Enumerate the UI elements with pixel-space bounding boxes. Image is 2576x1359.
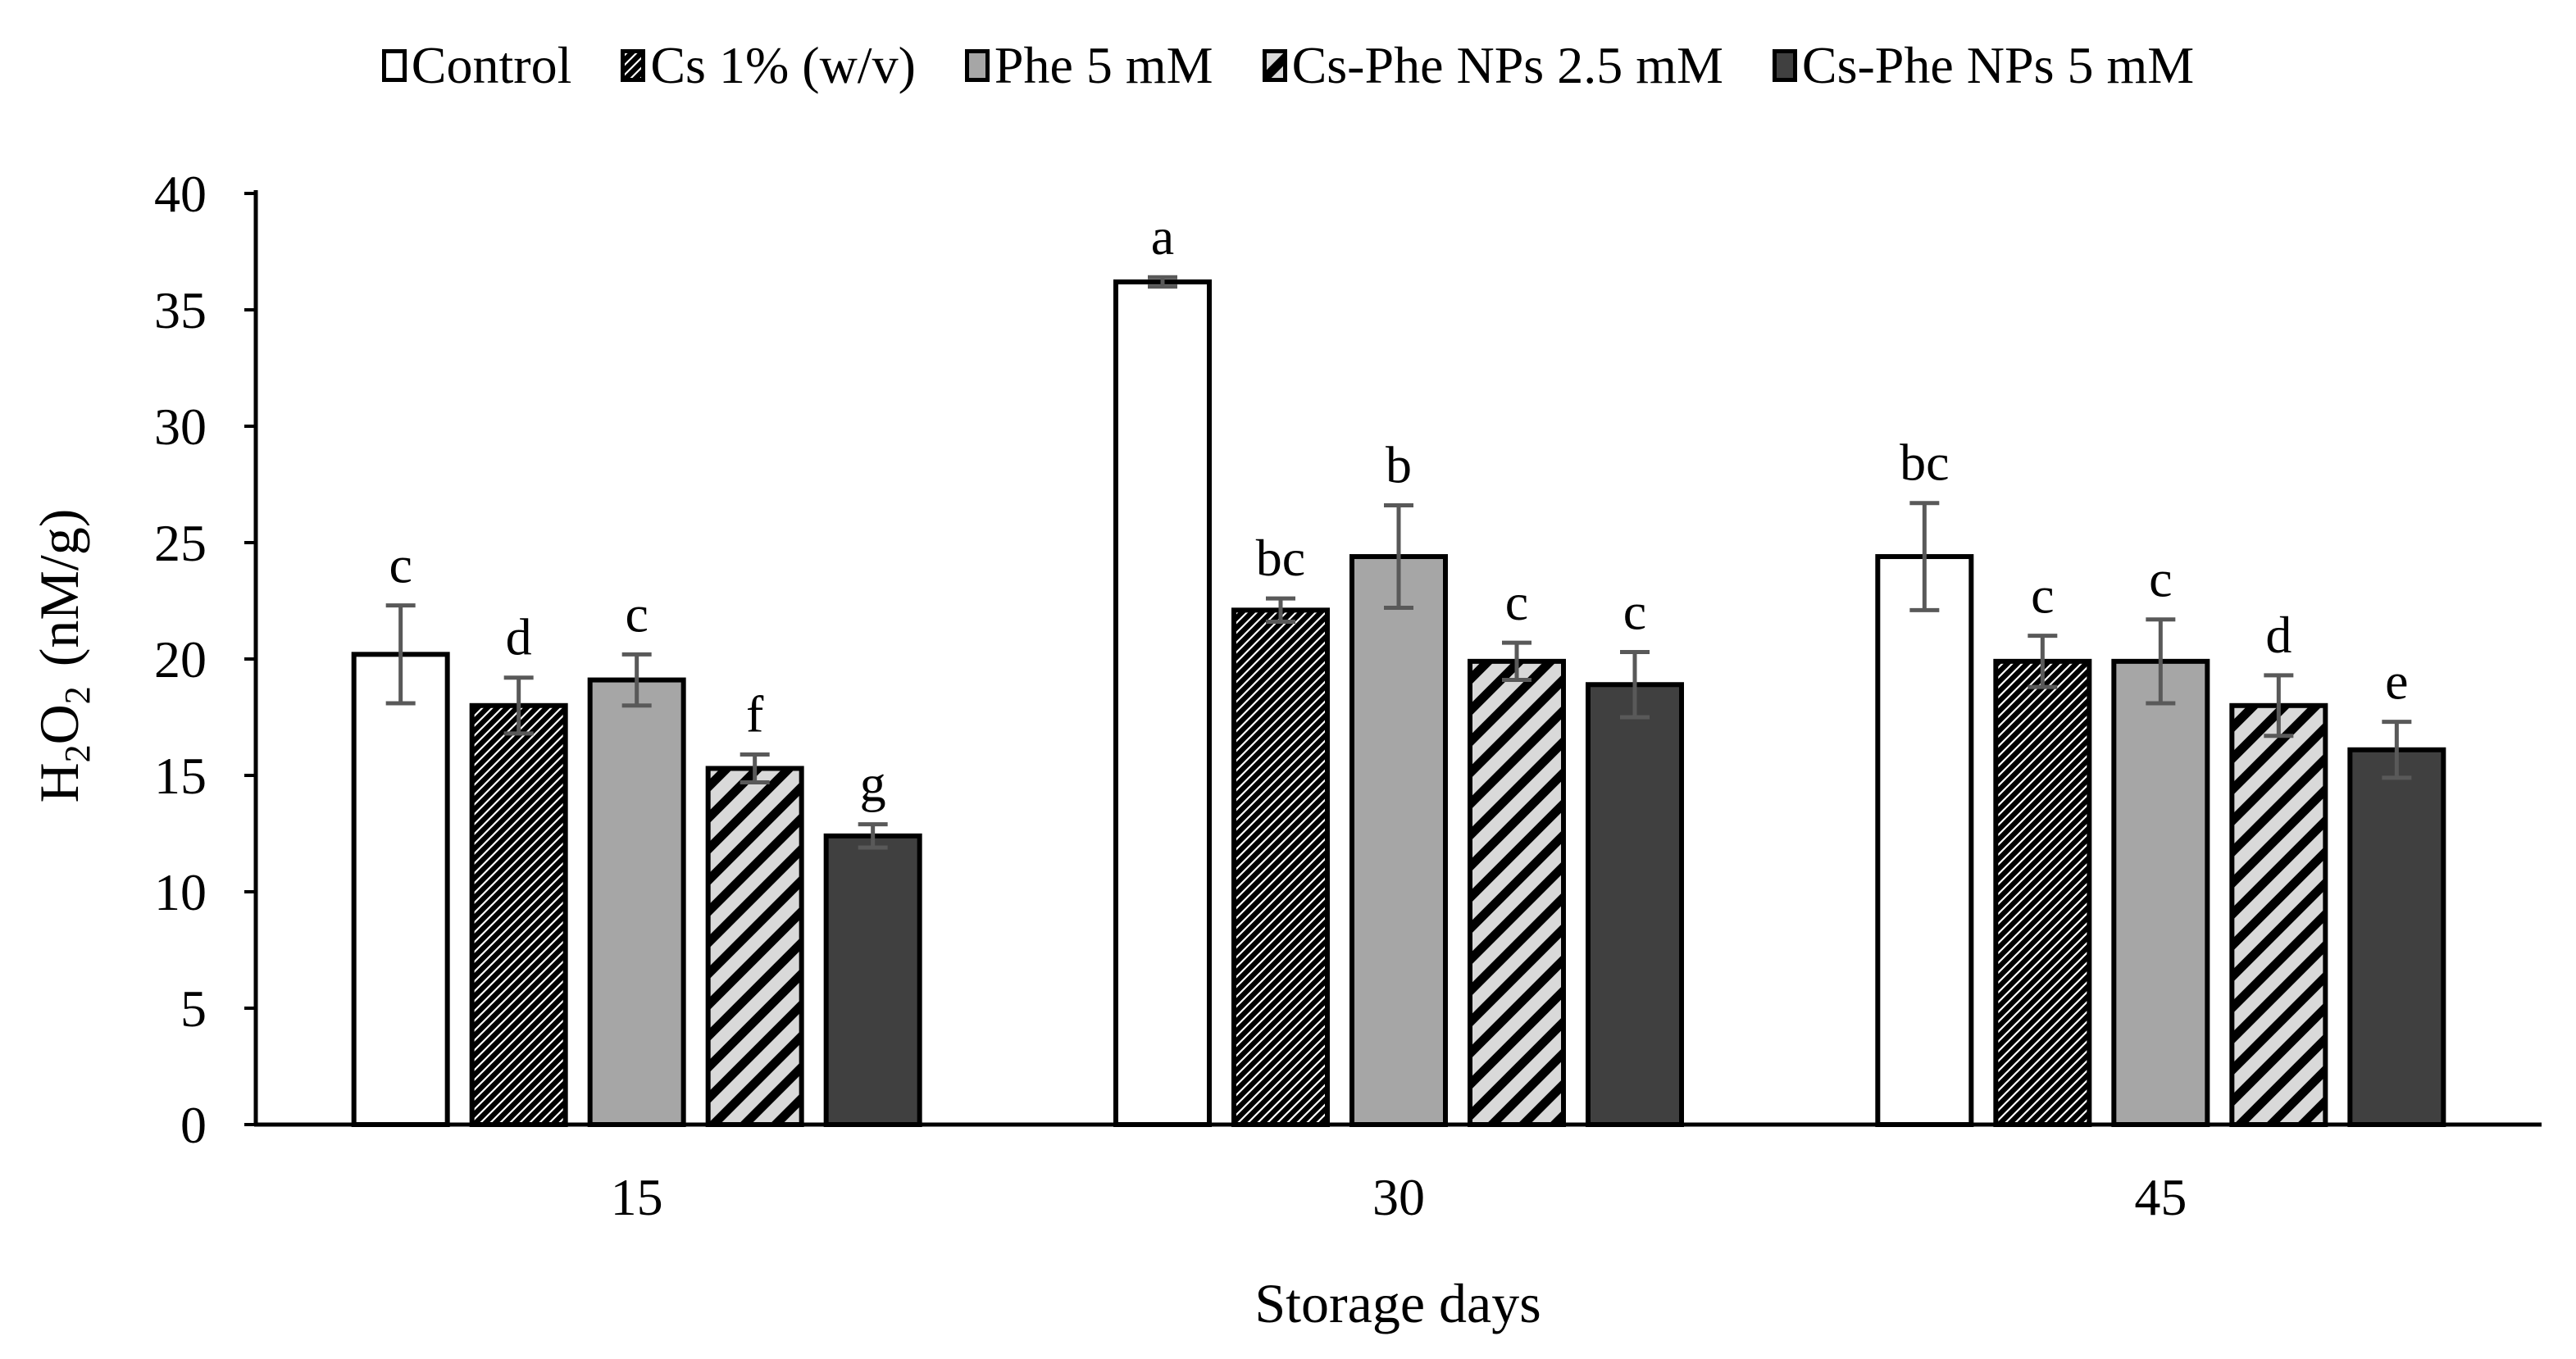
significance-letter: c <box>2149 550 2172 608</box>
legend-item: Cs-Phe NPs 2.5 mM <box>1262 36 1723 94</box>
bar <box>1113 279 1212 1127</box>
legend-label: Phe 5 mM <box>994 36 1213 94</box>
y-axis-title-subscript: 2 <box>57 744 98 762</box>
y-tick-label: 15 <box>154 747 207 805</box>
legend-swatch <box>621 49 646 82</box>
legend-label: Cs-Phe NPs 5 mM <box>1801 36 2195 94</box>
bar <box>1875 554 1974 1127</box>
bar <box>1586 682 1684 1127</box>
significance-letter: a <box>1151 207 1174 266</box>
bar <box>1468 658 1566 1127</box>
y-tick-label: 10 <box>154 863 207 921</box>
bar <box>1349 554 1448 1127</box>
bar <box>469 702 568 1127</box>
legend-item: Cs 1% (w/v) <box>621 39 916 92</box>
bar <box>2347 747 2446 1127</box>
y-axis-title: H2O2(nM/g) <box>28 509 98 803</box>
significance-letter: bc <box>1256 529 1305 587</box>
legend-label: Cs-Phe NPs 2.5 mM <box>1291 36 1723 94</box>
significance-letter: d <box>2265 606 2292 664</box>
legend-swatch <box>1772 49 1797 82</box>
y-axis-title-o: O <box>28 704 90 744</box>
y-tick-label: 30 <box>154 398 207 456</box>
significance-letter: b <box>1386 436 1412 494</box>
bar <box>2229 702 2328 1127</box>
y-tick-label: 40 <box>154 165 207 223</box>
y-tick-label: 35 <box>154 281 207 339</box>
significance-letter: c <box>389 536 412 594</box>
legend: Control Cs 1% (w/v) Phe 5 mM Cs-Phe NPs 2.5… <box>0 25 2576 107</box>
bar <box>351 652 450 1127</box>
x-tick-label: 45 <box>2134 1168 2187 1226</box>
significance-letter: c <box>1623 582 1646 640</box>
y-tick-label: 0 <box>180 1096 207 1154</box>
y-axis-title-unit: (nM/g) <box>28 509 90 667</box>
significance-letter: g <box>860 755 886 813</box>
y-tick-label: 25 <box>154 514 207 572</box>
legend-item: Phe 5 mM <box>964 36 1213 94</box>
x-axis-title: Storage days <box>1254 1272 1541 1334</box>
svg-text:H2O2(nM/g): H2O2(nM/g) <box>28 509 98 803</box>
bar <box>823 833 922 1128</box>
legend-item: Control <box>381 36 572 94</box>
legend-label: Control <box>411 36 572 94</box>
significance-letter: d <box>506 608 532 666</box>
legend-item: Cs-Phe NPs 5 mM <box>1772 36 2195 94</box>
y-tick-label: 20 <box>154 630 207 689</box>
y-axis-title-subscript: 2 <box>57 686 98 704</box>
x-tick-label: 30 <box>1372 1168 1425 1226</box>
significance-letter: c <box>2031 566 2054 625</box>
legend-swatch <box>964 49 990 82</box>
bar <box>705 766 804 1127</box>
bar <box>587 677 686 1127</box>
legend-swatch <box>381 49 407 82</box>
y-axis-title-h: H <box>28 762 90 802</box>
bar <box>1993 658 2092 1127</box>
bar <box>1231 607 1330 1127</box>
significance-letter: f <box>746 684 764 743</box>
legend-swatch <box>1262 49 1287 82</box>
significance-letter: bc <box>1900 434 1949 492</box>
significance-letter: c <box>625 584 648 643</box>
bar <box>2111 658 2210 1127</box>
legend-label: Cs 1% (w/v) <box>650 36 916 94</box>
significance-letter: e <box>2385 652 2408 711</box>
significance-letter: c <box>1505 573 1528 631</box>
y-tick-label: 5 <box>180 979 207 1038</box>
x-tick-label: 15 <box>611 1168 663 1226</box>
